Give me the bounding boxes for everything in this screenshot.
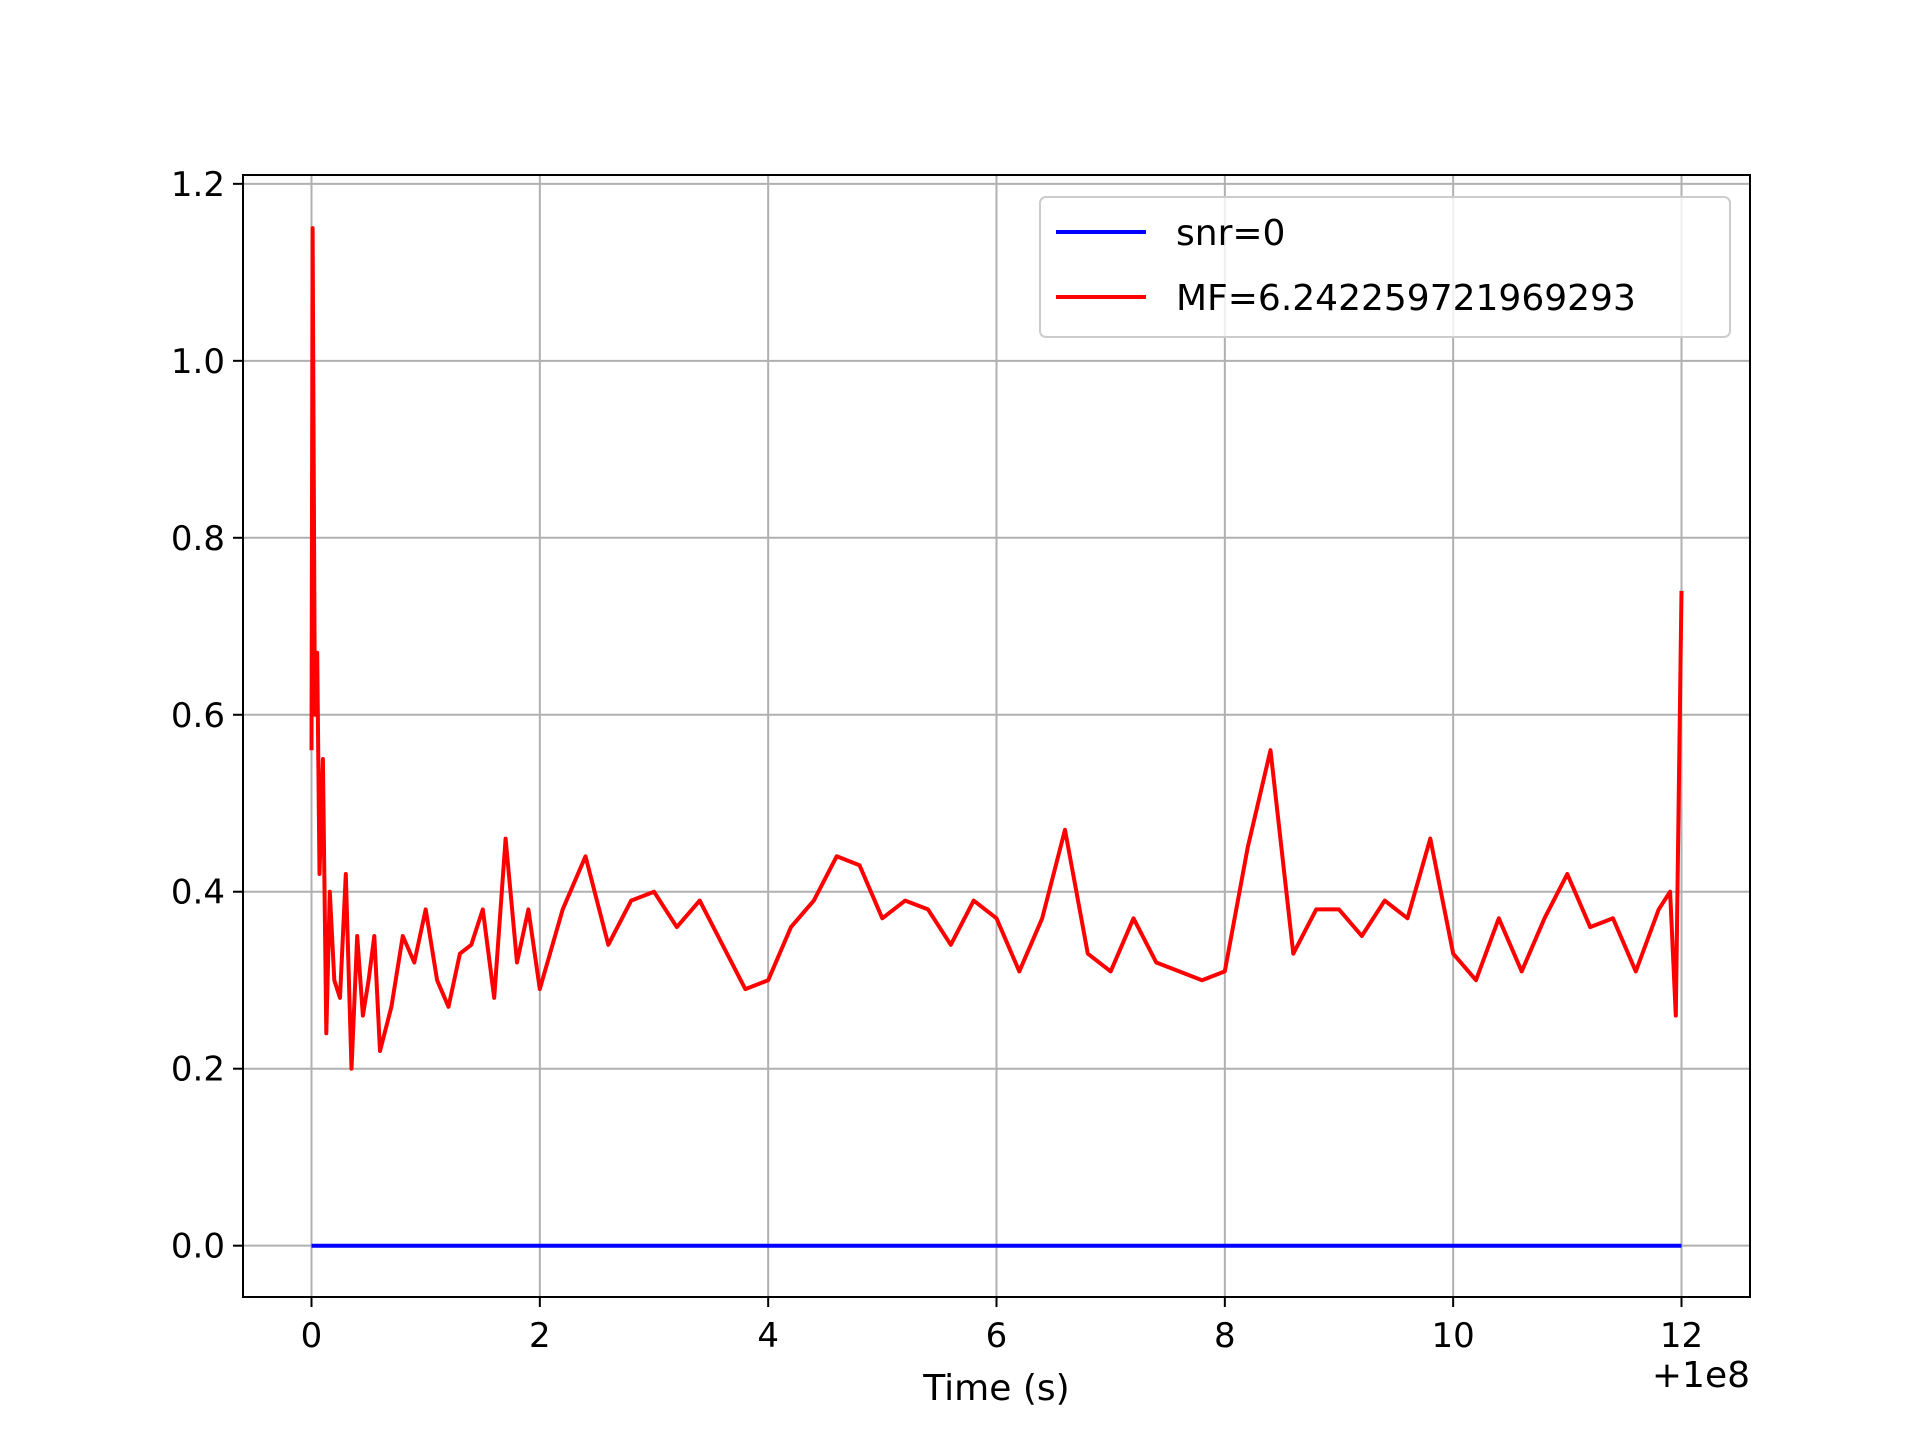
x-axis-label: Time (s) — [922, 1368, 1069, 1409]
y-tick-label: 0.4 — [171, 873, 225, 913]
y-tick-label: 0.8 — [171, 519, 225, 559]
plot-series — [309, 226, 1684, 1248]
x-tick-label: 4 — [757, 1316, 779, 1356]
x-tick-label: 2 — [529, 1316, 551, 1356]
legend-entry-label: MF=6.242259721969293 — [1176, 278, 1636, 319]
x-tick-label: 12 — [1660, 1316, 1703, 1356]
y-tick-label: 0.0 — [171, 1227, 225, 1267]
x-tick-label: 8 — [1214, 1316, 1236, 1356]
y-tick-label: 1.0 — [171, 342, 225, 382]
series-line-1 — [309, 226, 1684, 1071]
axis-ticks: 0 2 4 6 8 10 12 0.0 0.2 0.4 0.6 0.8 1.0 1.2 — [171, 165, 1703, 1356]
x-tick-label: 0 — [301, 1316, 323, 1356]
x-tick-label: 10 — [1432, 1316, 1475, 1356]
x-axis-offset-label: +1e8 — [1652, 1355, 1750, 1396]
legend-box — [1039, 196, 1731, 338]
y-tick-label: 0.6 — [171, 696, 225, 736]
y-tick-label: 0.2 — [171, 1050, 225, 1090]
x-tick-label: 6 — [986, 1316, 1008, 1356]
y-tick-label: 1.2 — [171, 165, 225, 205]
legend: snr=0 MF=6.242259721969293 — [1039, 196, 1731, 338]
legend-entry-label: snr=0 — [1176, 213, 1285, 254]
